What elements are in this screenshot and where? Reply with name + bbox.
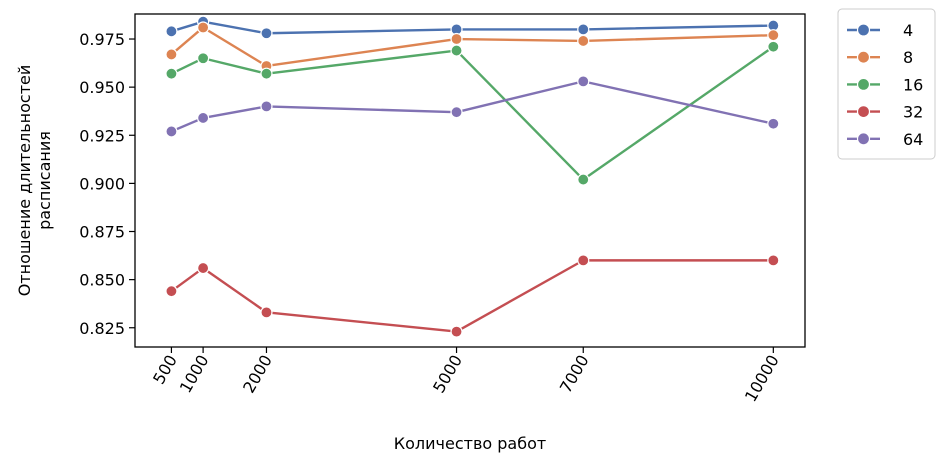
data-point	[577, 23, 590, 36]
data-point	[450, 44, 463, 57]
series-16	[165, 40, 780, 186]
legend-marker	[856, 23, 871, 37]
data-point	[165, 125, 178, 138]
y-tick-label: 0.975	[79, 30, 125, 49]
y-tick-label: 0.900	[79, 174, 125, 193]
x-tick-label: 500	[149, 352, 181, 388]
legend-item-4: 4	[847, 21, 913, 40]
data-point	[767, 254, 780, 267]
legend-item-16: 16	[847, 75, 923, 94]
series-layer	[165, 15, 780, 338]
data-point	[165, 67, 178, 80]
legend-marker	[856, 77, 871, 92]
data-point	[450, 106, 463, 119]
legend-label: 32	[903, 103, 923, 122]
legend-item-8: 8	[847, 48, 913, 67]
data-point	[450, 325, 463, 338]
data-point	[260, 67, 273, 80]
data-point	[577, 34, 590, 48]
data-point	[767, 40, 780, 53]
legend: 4 8 16 32 64	[837, 8, 936, 160]
legend-item-32: 32	[847, 103, 923, 122]
data-point	[165, 285, 178, 298]
series-32	[165, 254, 780, 338]
y-axis-label: Отношение длительностейрасписания	[15, 65, 54, 297]
x-tick-label: 7000	[556, 352, 593, 397]
x-tick-label: 10000	[741, 352, 783, 406]
data-point	[767, 29, 780, 42]
data-point	[450, 32, 463, 46]
y-tick-label: 0.850	[79, 271, 125, 290]
legend-label: 64	[903, 130, 923, 149]
data-point	[577, 75, 590, 88]
y-axis: 0.825 0.850 0.875 0.900 0.925 0.950 0.975	[79, 30, 135, 338]
legend-marker	[856, 104, 871, 119]
legend-item-64: 64	[847, 130, 923, 149]
legend-label: 16	[903, 75, 923, 94]
data-point	[577, 254, 590, 267]
data-point	[767, 117, 780, 130]
y-tick-label: 0.875	[79, 223, 125, 242]
legend-label: 4	[903, 21, 913, 40]
x-tick-label: 1000	[176, 352, 213, 397]
legend-label: 8	[903, 48, 913, 67]
data-point	[197, 21, 210, 34]
data-point	[165, 25, 178, 38]
data-point	[197, 111, 210, 125]
x-tick-label: 2000	[239, 352, 276, 397]
data-point	[165, 48, 178, 61]
data-point	[260, 27, 273, 40]
data-point	[197, 52, 210, 65]
legend-frame	[837, 8, 936, 160]
legend-marker	[856, 50, 871, 64]
y-tick-label: 0.925	[79, 126, 125, 145]
series-64	[165, 75, 780, 138]
data-point	[260, 306, 273, 319]
y-tick-label: 0.950	[79, 78, 125, 97]
data-point	[577, 173, 590, 186]
x-tick-label: 5000	[429, 352, 466, 397]
y-axis-label-line: Отношение длительностей	[15, 65, 34, 297]
series-4	[165, 15, 780, 40]
plot-frame	[134, 13, 806, 348]
legend-marker	[856, 132, 871, 146]
series-line	[170, 26, 774, 68]
x-axis-label: Количество работ	[394, 434, 546, 453]
data-point	[197, 261, 210, 275]
y-tick-label: 0.825	[79, 319, 125, 338]
series-line	[170, 259, 774, 333]
data-point	[260, 100, 273, 113]
y-axis-label-line: расписания	[35, 131, 54, 230]
